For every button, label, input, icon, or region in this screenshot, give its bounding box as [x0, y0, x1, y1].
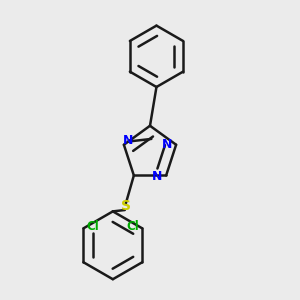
Text: N: N: [123, 134, 133, 147]
Text: Cl: Cl: [126, 220, 139, 233]
Text: Cl: Cl: [87, 220, 100, 233]
Text: N: N: [152, 169, 162, 183]
Text: S: S: [121, 199, 131, 213]
Text: N: N: [162, 138, 172, 151]
